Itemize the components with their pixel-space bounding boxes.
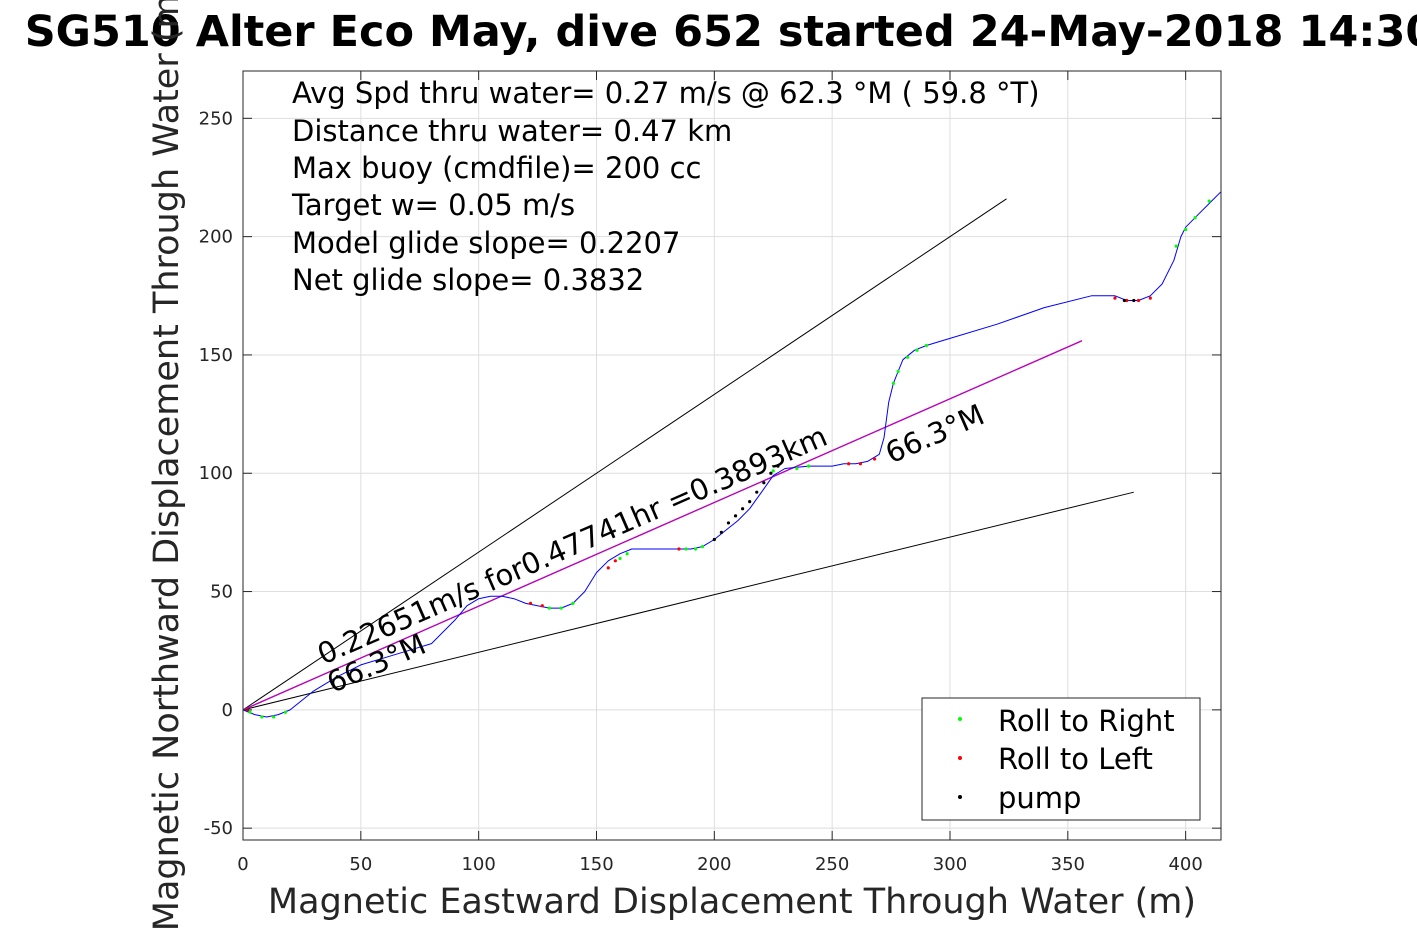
point-roll-to-right — [283, 710, 288, 714]
point-roll-to-left — [606, 566, 610, 570]
point-roll-to-right — [571, 601, 575, 605]
reference-lines — [242, 198, 1134, 711]
x-tick-label: 150 — [579, 854, 613, 875]
legend-label-roll-right: Roll to Right — [998, 704, 1175, 738]
legend-marker-pump — [958, 795, 962, 799]
point-roll-to-right — [806, 464, 811, 468]
info-box: Avg Spd thru water= 0.27 m/s @ 62.3 °M (… — [291, 76, 1040, 297]
point-pump — [1122, 298, 1126, 303]
y-tick-label: 100 — [199, 463, 233, 484]
legend: Roll to Right Roll to Left pump — [921, 697, 1201, 821]
reference-line — [242, 198, 1007, 711]
info-line-distance: Distance thru water= 0.47 km — [292, 114, 732, 148]
point-roll-to-left — [1136, 298, 1141, 303]
point-roll-to-left — [847, 462, 851, 466]
track-line — [242, 191, 1222, 718]
info-line-avg-speed: Avg Spd thru water= 0.27 m/s @ 62.3 °M (… — [292, 76, 1040, 110]
point-pump — [755, 490, 759, 494]
reference-line — [242, 340, 1083, 711]
point-roll-to-right — [896, 369, 900, 374]
point-pump — [719, 530, 723, 535]
point-pump — [762, 481, 766, 485]
point-pump — [741, 507, 745, 511]
y-tick-label: 200 — [199, 227, 233, 248]
point-roll-to-right — [905, 355, 910, 359]
point-roll-to-left — [613, 559, 617, 563]
y-tick-label: 150 — [199, 345, 233, 366]
y-tick-label: -50 — [204, 818, 233, 839]
x-tick-label: 50 — [349, 854, 372, 875]
point-roll-to-right — [1184, 227, 1188, 232]
point-roll-to-right — [684, 547, 688, 551]
point-roll-to-right — [547, 606, 551, 610]
x-tick-label: 300 — [933, 854, 967, 875]
point-roll-to-right — [618, 556, 622, 561]
x-tick-label: 200 — [697, 854, 731, 875]
info-line-max-buoy: Max buoy (cmdfile)= 200 cc — [292, 151, 701, 185]
point-roll-to-right — [260, 715, 264, 719]
y-tick-label: 50 — [210, 582, 233, 603]
point-pump — [776, 464, 780, 468]
point-roll-to-left — [872, 457, 877, 461]
info-line-target-w: Target w= 0.05 m/s — [291, 188, 575, 222]
info-line-model-slope: Model glide slope= 0.2207 — [292, 226, 680, 260]
x-axis-label: Magnetic Eastward Displacement Through W… — [268, 882, 1196, 922]
point-roll-to-left — [677, 547, 681, 551]
legend-box — [921, 697, 1201, 821]
point-roll-to-left — [528, 601, 533, 605]
point-pump — [726, 521, 731, 525]
x-axis-ticks: 0 50 100 150 200 250 300 350 400 — [237, 71, 1203, 875]
plot-frame — [242, 70, 1222, 841]
point-roll-to-left — [1148, 296, 1152, 300]
reference-line — [242, 491, 1134, 711]
legend-marker-roll-right — [958, 717, 962, 721]
point-roll-to-right — [915, 348, 919, 352]
y-axis-label: Magnetic Northward Displacement Through … — [147, 0, 187, 931]
x-tick-label: 400 — [1168, 854, 1202, 875]
point-roll-to-right — [795, 466, 799, 471]
point-roll-to-right — [1193, 216, 1197, 220]
x-tick-label: 0 — [237, 854, 248, 875]
info-line-net-slope: Net glide slope= 0.3832 — [292, 263, 644, 297]
legend-label-roll-left: Roll to Left — [998, 742, 1153, 776]
point-roll-to-left — [1113, 296, 1117, 300]
point-pump — [712, 537, 716, 542]
track-lines — [242, 191, 1222, 718]
point-roll-to-left — [1125, 298, 1129, 303]
point-pump — [1132, 298, 1136, 303]
y-tick-label: 0 — [222, 700, 233, 721]
x-tick-label: 100 — [461, 854, 495, 875]
y-axis-ticks: -50 0 50 100 150 200 250 — [199, 108, 1221, 839]
point-roll-to-right — [625, 552, 629, 556]
x-tick-label: 250 — [815, 854, 849, 875]
point-roll-to-right — [891, 381, 896, 385]
point-pump — [748, 500, 752, 504]
point-roll-to-right — [1207, 199, 1211, 203]
legend-marker-roll-left — [958, 756, 962, 760]
point-roll-to-right — [771, 469, 775, 473]
point-roll-to-right — [924, 343, 929, 348]
x-tick-label: 350 — [1051, 854, 1085, 875]
point-roll-to-right — [1174, 244, 1178, 248]
point-pump — [769, 471, 773, 475]
point-roll-to-right — [272, 715, 276, 719]
point-roll-to-right — [559, 606, 563, 610]
data-points — [246, 199, 1211, 719]
point-roll-to-right — [693, 547, 698, 551]
point-roll-to-right — [248, 710, 252, 714]
point-roll-to-left — [540, 604, 544, 608]
chart-title: SG510 Alter Eco May, dive 652 started 24… — [25, 7, 1417, 57]
point-pump — [733, 514, 738, 518]
y-tick-label: 250 — [199, 108, 233, 129]
point-roll-to-left — [858, 462, 863, 466]
legend-label-pump: pump — [998, 781, 1081, 815]
point-roll-to-right — [700, 544, 705, 549]
point-pump — [335, 675, 339, 679]
